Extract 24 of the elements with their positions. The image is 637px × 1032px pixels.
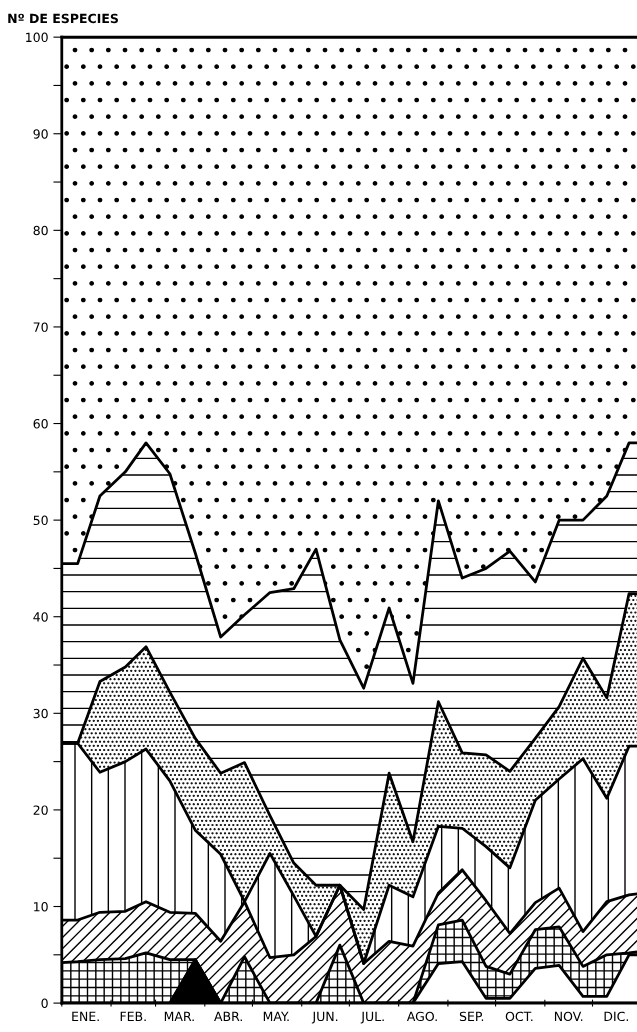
y-tick-label: 90: [33, 129, 48, 139]
y-tick-label: 50: [33, 515, 48, 526]
y-tick-label: 60: [33, 419, 48, 429]
y-axis-title: Nº DE ESPECIES: [8, 13, 118, 24]
x-tick-label: SEP.: [459, 1011, 484, 1022]
y-tick-label: 70: [33, 322, 48, 332]
y-tick-label: 10: [34, 901, 48, 912]
x-tick-label: AGO.: [406, 1011, 437, 1022]
x-tick-label: NOV.: [554, 1011, 583, 1022]
x-tick-label: MAR.: [164, 1011, 194, 1021]
x-tick-label: ABR.: [214, 1011, 242, 1021]
x-tick-label: FEB.: [120, 1011, 146, 1021]
y-tick-label: 40: [33, 612, 48, 622]
y-tick-label: 100: [26, 32, 48, 43]
x-tick-label: MAY.: [263, 1011, 289, 1021]
y-tick-label: 80: [33, 225, 48, 236]
y-tick-label: 0: [41, 998, 48, 1009]
x-tick-label: OCT.: [505, 1011, 533, 1022]
x-tick-label: JUN.: [311, 1011, 338, 1024]
y-tick-label: 20: [33, 805, 48, 815]
y-tick-label: 30: [33, 708, 48, 719]
x-tick-label: ENE.: [72, 1011, 99, 1021]
x-tick-label: JUL.: [360, 1011, 384, 1024]
x-tick-label: DIC.: [604, 1011, 628, 1022]
